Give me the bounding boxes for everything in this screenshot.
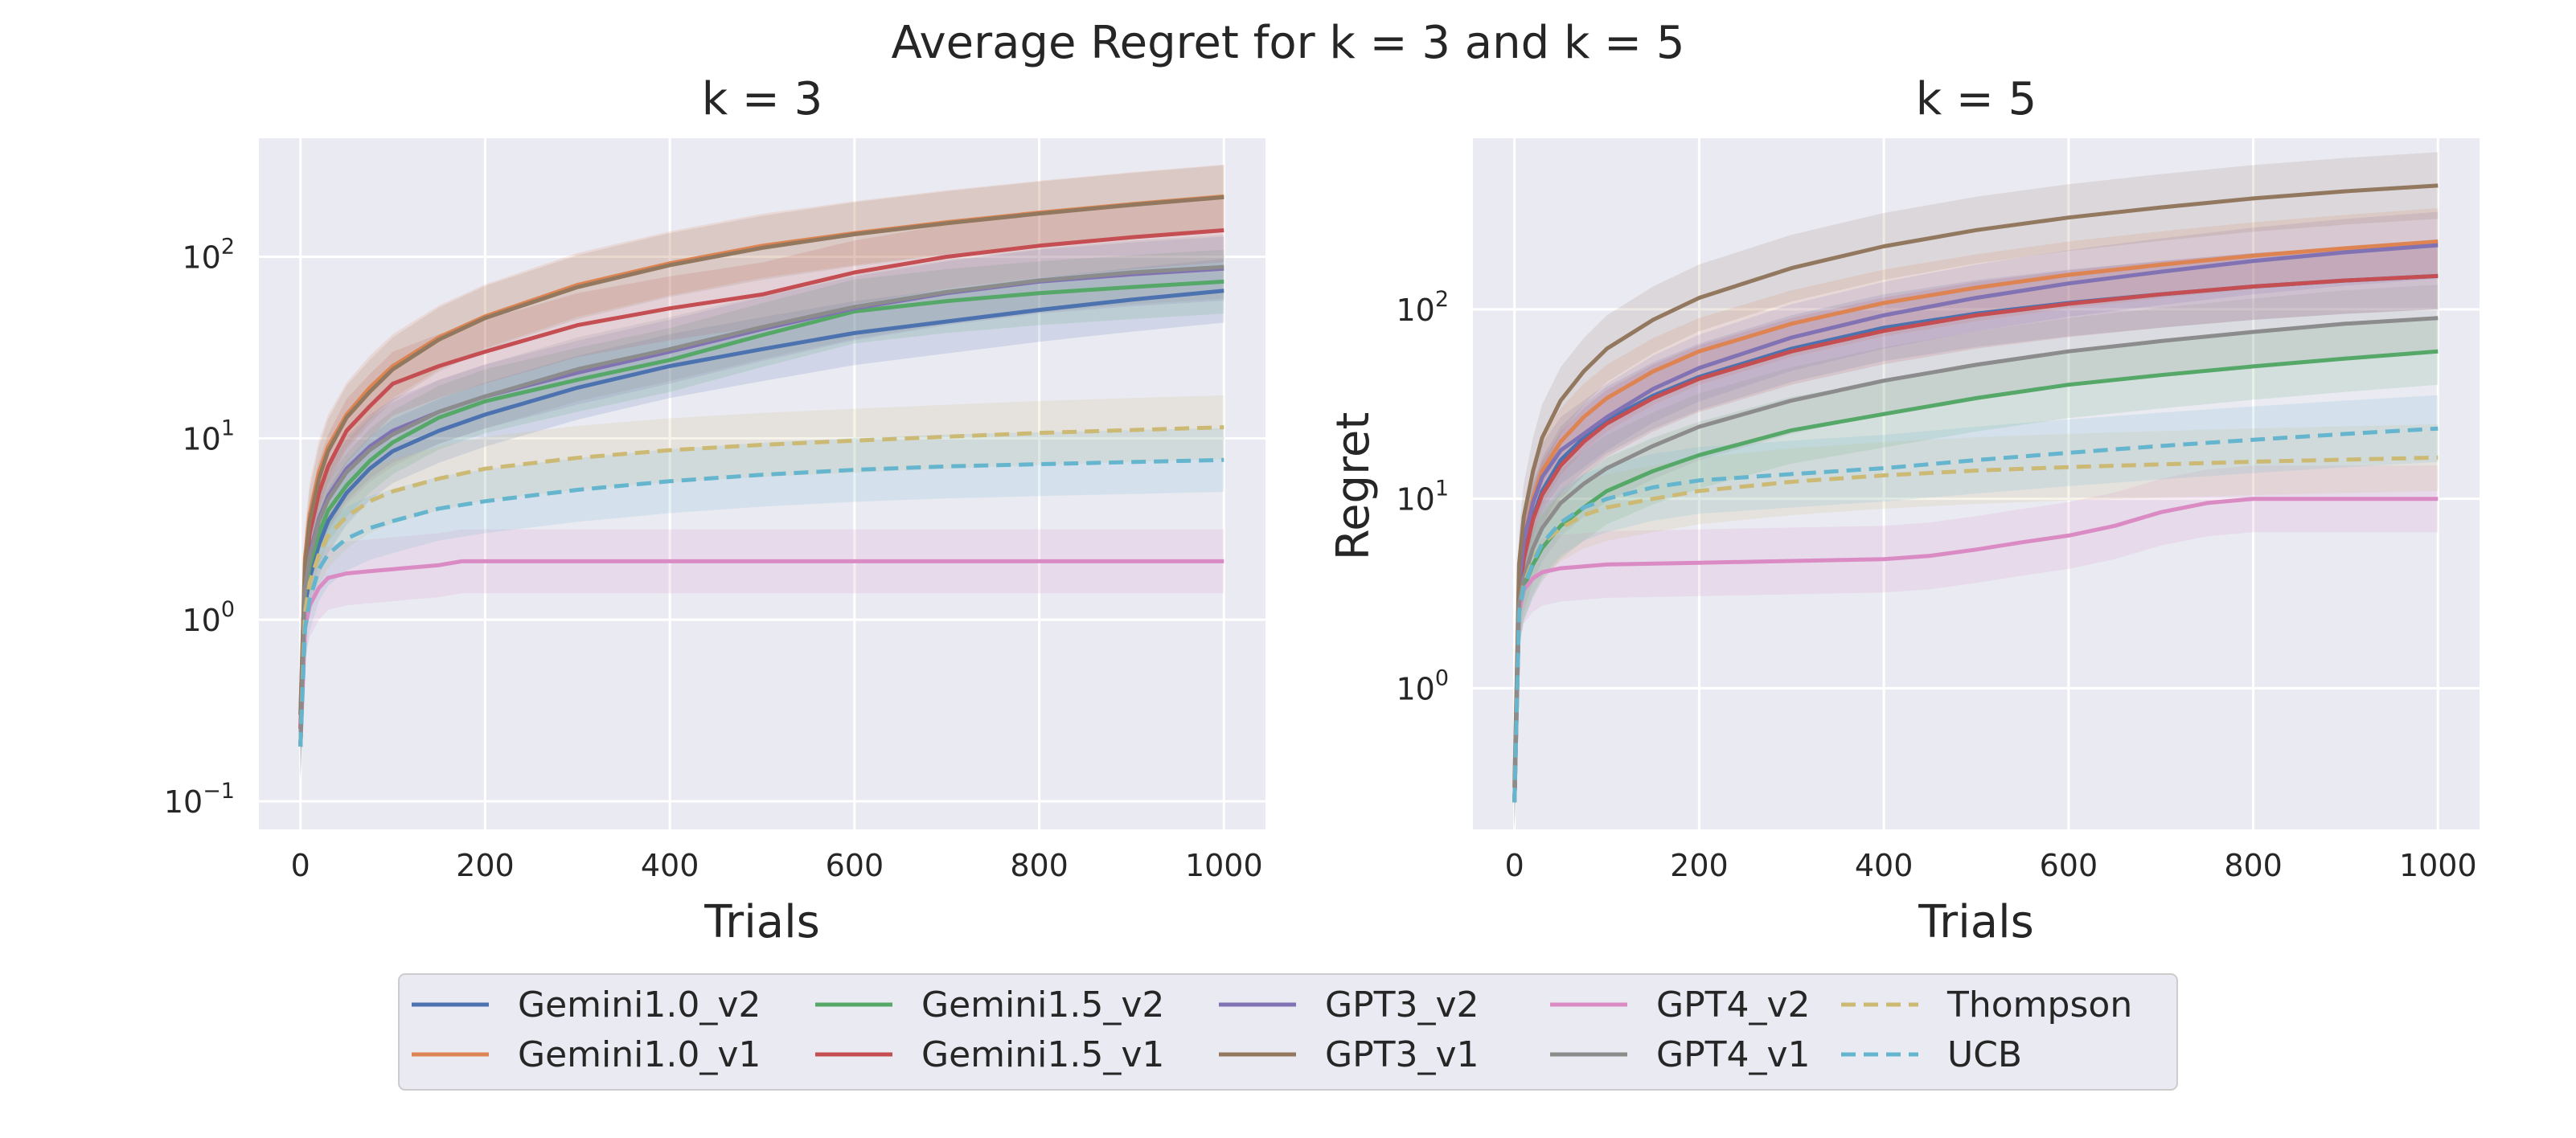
series-line (298, 425, 1224, 747)
x-tick-label: 0 (1505, 848, 1524, 883)
y-tick-label: 100 (182, 597, 235, 638)
x-tick-label: 200 (1670, 848, 1729, 883)
legend-label: GPT4_v1 (1656, 1034, 1811, 1075)
series-line (298, 228, 1224, 730)
legend-label: Gemini1.0_v1 (518, 1034, 761, 1075)
legend-label: Thompson (1946, 984, 2132, 1025)
confidence-band (1514, 242, 2439, 829)
confidence-band (1514, 424, 2439, 829)
subplot-title: k = 3 (702, 73, 823, 125)
subplot-k3: k = 3 Trials 0 200 400 600 800 1000 10−1 100 10… (164, 73, 1265, 948)
x-tick-label: 400 (641, 848, 699, 883)
x-tick-label: 600 (2040, 848, 2098, 883)
subplot-k5: k = 5 Trials Regret 0 200 400 600 800 1000 10… (1327, 73, 2480, 948)
y-axis-label: Regret (1327, 412, 1380, 561)
subplot-title: k = 5 (1916, 73, 2037, 125)
legend-label: Gemini1.5_v1 (921, 1034, 1164, 1075)
x-tick-label: 0 (291, 848, 310, 883)
confidence-band (300, 529, 1224, 779)
series-line (1512, 497, 2439, 803)
confidence-band (300, 235, 1224, 779)
y-tick-label: 101 (1396, 477, 1449, 518)
confidence-band (300, 236, 1224, 779)
confidence-band (300, 165, 1224, 747)
y-tick-label: 100 (1396, 665, 1449, 706)
series-line (1512, 183, 2439, 788)
series-line (1512, 316, 2439, 803)
confidence-band (1514, 242, 2439, 829)
series-line (298, 289, 1224, 747)
confidence-band (1514, 465, 2439, 829)
figure-title: Average Regret for k = 3 and k = 5 (891, 17, 1684, 69)
legend-label: GPT3_v2 (1325, 984, 1479, 1025)
confidence-band (1514, 284, 2439, 829)
series-line (298, 559, 1224, 747)
series-line (1512, 426, 2439, 803)
x-tick-label: 400 (1855, 848, 1914, 883)
series-line (1512, 273, 2439, 803)
y-tick-label: 10−1 (164, 779, 235, 820)
confidence-band (1514, 395, 2439, 829)
x-tick-label: 200 (456, 848, 515, 883)
x-axis-label: Trials (703, 896, 820, 948)
x-tick-label: 800 (1010, 848, 1069, 883)
series-line (298, 279, 1224, 747)
plot-area (1473, 138, 2480, 829)
confidence-band (300, 395, 1224, 779)
confidence-band (1514, 152, 2439, 821)
y-tick-label: 102 (182, 235, 235, 276)
x-tick-label: 1000 (2399, 848, 2477, 883)
legend: Gemini1.0_v2 Gemini1.0_v1 Gemini1.5_v2 Gemi… (398, 973, 2178, 1091)
y-tick-label: 102 (1396, 287, 1449, 328)
x-axis-label: Trials (1918, 896, 2034, 948)
series-line (1512, 243, 2439, 803)
x-tick-label: 1000 (1185, 848, 1263, 883)
series-line (298, 264, 1224, 747)
legend-label: UCB (1947, 1034, 2022, 1075)
series-line (298, 457, 1224, 747)
x-tick-label: 600 (826, 848, 884, 883)
series-line (1512, 455, 2439, 803)
legend-label: Gemini1.0_v2 (518, 984, 761, 1025)
confidence-band (300, 428, 1224, 779)
series-line (298, 194, 1224, 715)
y-tick-label: 101 (182, 415, 235, 456)
legend-label: GPT3_v1 (1325, 1034, 1479, 1075)
confidence-band (1514, 317, 2439, 829)
legend-label: GPT4_v2 (1656, 984, 1811, 1025)
legend-label: Gemini1.5_v2 (921, 984, 1164, 1025)
x-tick-label: 800 (2224, 848, 2283, 883)
confidence-band (300, 164, 1224, 747)
